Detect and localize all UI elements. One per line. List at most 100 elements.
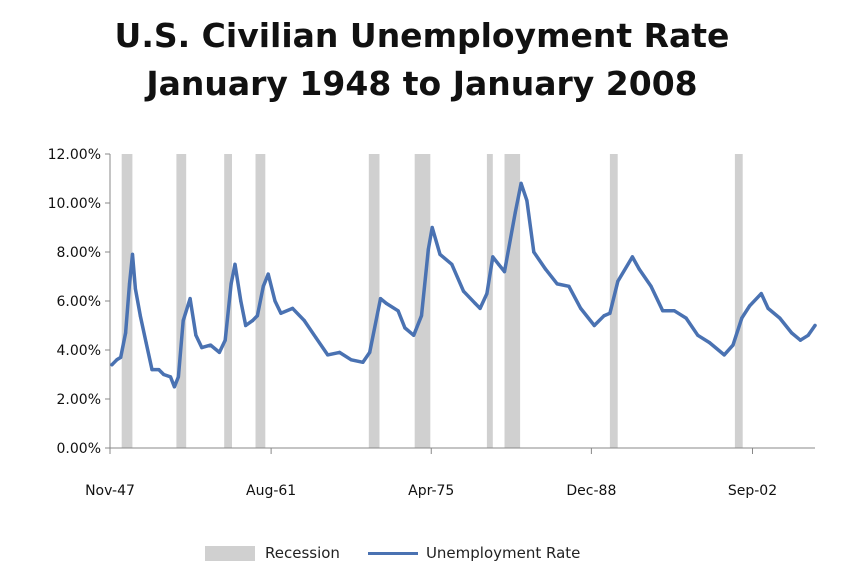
data-point <box>813 323 817 328</box>
data-point <box>138 314 142 318</box>
legend-item-unemployment: Unemployment Rate <box>367 544 581 562</box>
legend-label-recession: Recession <box>265 544 340 562</box>
data-point <box>649 284 653 288</box>
data-point <box>473 301 477 305</box>
legend-item-recession: Recession <box>205 544 340 562</box>
data-point <box>255 314 259 318</box>
data-point <box>157 368 161 372</box>
data-point <box>478 306 482 310</box>
data-point <box>326 353 330 357</box>
recession-band <box>734 154 743 448</box>
data-point <box>188 297 192 301</box>
data-point <box>302 319 306 323</box>
data-point <box>133 287 137 291</box>
data-point <box>244 323 248 328</box>
x-tick-label: Dec-88 <box>566 483 616 499</box>
recession-band <box>504 154 521 448</box>
axes <box>105 153 815 454</box>
data-point <box>419 314 424 318</box>
data-point <box>361 360 365 364</box>
chart-title-line-1: U.S. Civilian Unemployment Rate <box>114 16 730 55</box>
data-point <box>251 319 255 323</box>
data-point <box>502 270 507 274</box>
tick-labels: 0.00% 2.00% 4.00% 6.00% 8.00% 10.00% 12.00% Nov… <box>48 147 778 499</box>
y-tick-label: 8.00% <box>57 245 101 261</box>
data-point <box>150 368 154 372</box>
data-point <box>378 297 383 301</box>
data-point <box>349 358 353 362</box>
data-point <box>130 252 135 256</box>
data-point <box>110 363 114 367</box>
chart-title-line-2: January 1948 to January 2008 <box>146 64 698 103</box>
chart-title: U.S. Civilian Unemployment Rate January … <box>0 12 844 108</box>
data-point <box>798 338 803 342</box>
recession-swatch <box>205 545 255 561</box>
data-point <box>696 333 700 337</box>
data-point <box>485 292 489 296</box>
data-point <box>229 282 233 286</box>
data-point <box>491 255 495 259</box>
data-point <box>555 282 559 286</box>
data-point <box>273 299 277 303</box>
data-point <box>543 267 548 271</box>
data-point <box>239 299 243 303</box>
data-point <box>608 311 612 315</box>
data-point <box>630 255 635 259</box>
data-point <box>707 341 712 345</box>
y-tick-label: 10.00% <box>48 196 101 212</box>
data-point <box>194 333 198 337</box>
x-tick-label: Apr-75 <box>408 483 454 499</box>
data-point <box>672 309 677 313</box>
data-point <box>722 353 726 357</box>
x-tick-label: Sep-02 <box>728 483 777 499</box>
data-point <box>200 346 204 350</box>
data-point <box>438 252 442 256</box>
recession-band <box>486 154 493 448</box>
recession-band <box>368 154 380 448</box>
data-point <box>616 279 620 283</box>
data-point <box>731 343 735 347</box>
data-point <box>748 304 752 308</box>
data-point <box>396 309 400 313</box>
y-tick-label: 2.00% <box>57 392 101 408</box>
data-point <box>181 319 185 323</box>
data-point <box>412 333 416 337</box>
data-point <box>291 306 295 310</box>
data-point <box>513 211 517 215</box>
data-point <box>450 262 454 266</box>
x-tick-label: Nov-47 <box>85 483 135 499</box>
data-point <box>314 336 318 340</box>
data-point <box>567 284 571 288</box>
y-tick-label: 12.00% <box>48 147 101 163</box>
data-point <box>579 306 583 310</box>
data-point <box>217 350 221 354</box>
data-point <box>176 375 180 379</box>
chart-legend: Recession Unemployment Rate <box>205 541 608 565</box>
data-point <box>168 375 173 379</box>
legend-label-unemployment: Unemployment Rate <box>425 544 581 562</box>
data-point <box>233 262 237 266</box>
data-point <box>223 338 227 342</box>
recession-band <box>176 154 187 448</box>
data-point <box>806 333 810 337</box>
data-point <box>172 385 176 389</box>
data-point <box>266 272 270 276</box>
data-point <box>209 343 213 347</box>
data-point <box>778 316 782 320</box>
data-point <box>790 331 794 335</box>
unemployment-rate-line <box>110 181 817 389</box>
line-swatch <box>367 551 418 555</box>
data-point <box>368 350 372 354</box>
data-point <box>261 284 265 288</box>
data-point <box>337 350 342 354</box>
y-tick-label: 4.00% <box>57 343 101 359</box>
data-point <box>684 316 688 320</box>
data-point <box>637 267 641 271</box>
data-point <box>525 199 529 203</box>
data-point <box>519 181 523 185</box>
series-layer <box>110 181 817 389</box>
data-point <box>124 331 128 335</box>
y-tick-label: 6.00% <box>57 294 101 310</box>
data-point <box>592 323 596 328</box>
